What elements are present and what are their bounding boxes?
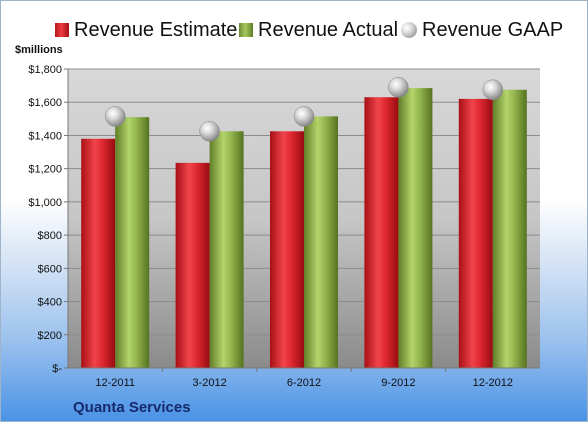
bar-revenue-estimate: [81, 138, 116, 368]
x-tick-label: 3-2012: [192, 377, 226, 389]
legend-item-estimate: Revenue Estimate: [55, 15, 237, 45]
y-tick-label: $1,800: [28, 64, 62, 76]
bar-revenue-actual: [492, 89, 527, 368]
x-tick-label: 9-2012: [381, 377, 415, 389]
legend: Revenue Estimate Revenue Actual Revenue …: [1, 15, 587, 45]
marker-revenue-gaap: [388, 77, 409, 98]
legend-label-actual: Revenue Actual: [258, 18, 399, 41]
company-name: Quanta Services: [73, 399, 191, 416]
x-tick-label: 12-2011: [95, 377, 135, 389]
bar-revenue-estimate: [458, 98, 493, 369]
legend-swatch-actual: [239, 23, 253, 37]
y-tick-label: $-: [52, 363, 62, 375]
bar-revenue-estimate: [364, 97, 399, 368]
y-tick-label: $1,000: [28, 197, 62, 209]
y-axis-unit-label: $millions: [15, 44, 63, 56]
bar-revenue-actual: [304, 116, 338, 368]
y-tick-label: $1,400: [28, 130, 62, 142]
y-tick-label: $800: [38, 230, 62, 242]
marker-revenue-gaap: [293, 106, 315, 127]
legend-swatch-gaap: [401, 22, 417, 38]
bar-revenue-actual: [115, 117, 150, 368]
bar-revenue-estimate: [175, 162, 210, 368]
y-tick-label: $600: [38, 263, 62, 275]
marker-revenue-gaap: [199, 121, 220, 142]
x-tick-label: 6-2012: [287, 377, 321, 389]
legend-item-actual: Revenue Actual: [239, 15, 398, 45]
marker-revenue-gaap: [482, 79, 504, 101]
legend-label-gaap: Revenue GAAP: [422, 18, 564, 41]
legend-swatch-estimate: [55, 23, 69, 37]
y-tick-label: $400: [38, 297, 62, 309]
bar-revenue-estimate: [270, 131, 304, 368]
bar-revenue-actual: [209, 131, 244, 368]
marker-revenue-gaap: [104, 106, 126, 127]
y-tick-label: $1,600: [28, 97, 62, 109]
legend-item-gaap: Revenue GAAP: [401, 15, 563, 45]
legend-label-estimate: Revenue Estimate: [74, 18, 238, 41]
y-tick-label: $200: [38, 330, 62, 342]
bar-revenue-actual: [398, 88, 433, 368]
y-tick-label: $1,200: [28, 164, 62, 176]
x-tick-label: 12-2012: [473, 377, 513, 389]
